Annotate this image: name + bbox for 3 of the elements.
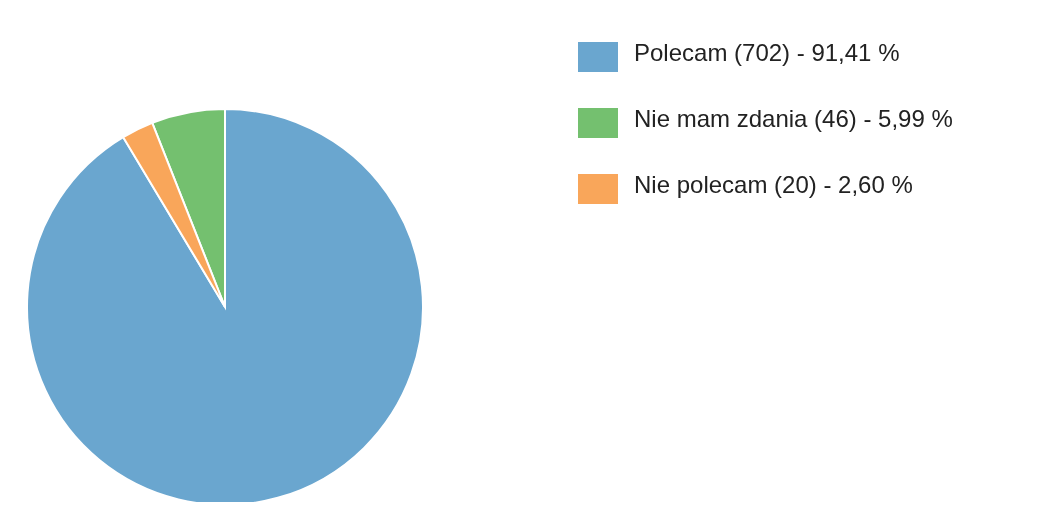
legend-label: Polecam (702) - 91,41 % [634,39,900,66]
legend-label: Nie mam zdania (46) - 5,99 % [634,105,953,132]
legend-label: Nie polecam (20) - 2,60 % [634,171,913,198]
